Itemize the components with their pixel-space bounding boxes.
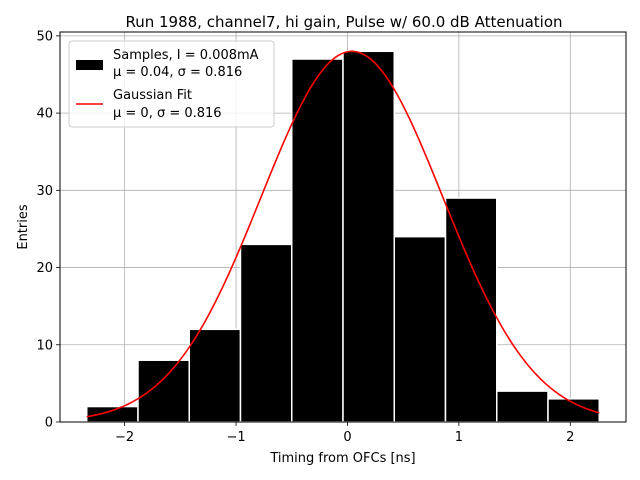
histogram-bar — [290, 58, 344, 423]
x-tick-label: 2 — [566, 430, 574, 445]
y-tick-label: 40 — [36, 107, 53, 122]
histogram-bar — [137, 359, 190, 423]
histogram-bar — [188, 328, 242, 423]
x-tick-label: −1 — [226, 430, 245, 445]
legend-fit-label: Gaussian Fit — [113, 88, 192, 103]
y-tick-label: 50 — [36, 29, 53, 44]
histogram-bars — [85, 50, 601, 423]
histogram-bar — [444, 197, 498, 423]
y-tick-label: 10 — [36, 338, 53, 353]
y-tick-label: 0 — [45, 416, 53, 431]
histogram-bar — [85, 405, 139, 423]
legend-histogram-swatch — [76, 60, 103, 70]
y-tick-label: 30 — [36, 184, 53, 199]
x-tick-label: 0 — [343, 430, 351, 445]
plot-frame — [59, 31, 627, 423]
y-tick-label: 20 — [36, 261, 53, 276]
legend-fit-stats: μ = 0, σ = 0.816 — [113, 106, 222, 121]
x-tick-label: −2 — [115, 430, 134, 445]
legend-box — [68, 40, 275, 128]
chart-title: Run 1988, channel7, hi gain, Pulse w/ 60… — [125, 13, 562, 31]
gaussian-fit-curve — [86, 50, 600, 418]
y-axis-label: Entries — [16, 204, 31, 250]
legend-histogram-stats: μ = 0.04, σ = 0.816 — [113, 65, 242, 80]
x-axis-ticks: −2 −1 0 1 2 — [115, 422, 574, 445]
histogram-bar — [342, 50, 396, 423]
histogram-bar — [239, 243, 293, 423]
y-axis-ticks: 0 10 20 30 40 50 — [36, 29, 60, 431]
x-tick-label: 1 — [455, 430, 463, 445]
histogram-bar — [393, 235, 447, 423]
x-axis-label: Timing from OFCs [ns] — [269, 451, 415, 466]
legend: Samples, I = 0.008mA μ = 0.04, σ = 0.816… — [68, 40, 275, 128]
legend-histogram-label: Samples, I = 0.008mA — [113, 48, 259, 63]
histogram-bar — [496, 390, 549, 423]
